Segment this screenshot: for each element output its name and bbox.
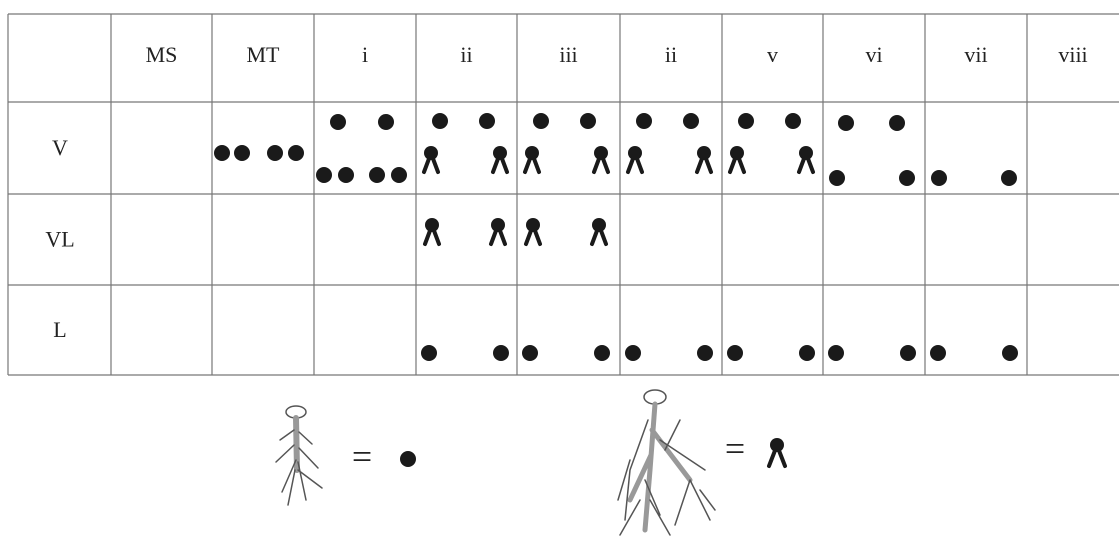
root-legs: [422, 154, 440, 174]
root-symbol: [491, 146, 509, 174]
dot-symbol: [594, 345, 610, 361]
dot-symbol: [636, 113, 652, 129]
root-head: [491, 218, 505, 232]
root-head: [526, 218, 540, 232]
root-legs: [797, 154, 815, 174]
column-header: v: [767, 42, 778, 67]
dot-symbol: [625, 345, 641, 361]
dot-symbol: [522, 345, 538, 361]
root-head: [425, 218, 439, 232]
legend-equals: =: [352, 436, 372, 476]
root-legs: [626, 154, 644, 174]
dot-symbol: [900, 345, 916, 361]
dot-symbol: [785, 113, 801, 129]
dot-symbol: [899, 170, 915, 186]
root-symbol: [626, 146, 644, 174]
column-header: MS: [146, 42, 178, 67]
root-legs: [590, 226, 608, 246]
dot-symbol: [369, 167, 385, 183]
legend-equals: =: [725, 428, 745, 468]
dot-symbol: [214, 145, 230, 161]
dot-symbol: [316, 167, 332, 183]
column-header: iii: [559, 42, 577, 67]
dot-symbol: [479, 113, 495, 129]
row-label: V: [52, 135, 68, 160]
root-head: [424, 146, 438, 160]
column-header: vi: [865, 42, 882, 67]
dot-symbol: [1001, 170, 1017, 186]
root-head: [730, 146, 744, 160]
dot-symbol: [828, 345, 844, 361]
dot-symbol: [378, 114, 394, 130]
root-simple-icon: [275, 405, 323, 506]
root-symbol: [592, 146, 610, 174]
row-label: L: [53, 317, 66, 342]
legend-dot: [400, 451, 416, 467]
root-symbol: [728, 146, 746, 174]
root-symbol: [524, 218, 542, 246]
dot-symbol: [391, 167, 407, 183]
dot-symbol: [727, 345, 743, 361]
root-legs: [695, 154, 713, 174]
dot-symbol: [829, 170, 845, 186]
root-head: [697, 146, 711, 160]
root-head: [525, 146, 539, 160]
dot-symbol: [683, 113, 699, 129]
legend-root-symbol: [767, 438, 787, 468]
root-legs: [523, 154, 541, 174]
dot-symbol: [930, 345, 946, 361]
dot-symbol: [421, 345, 437, 361]
dot-symbol: [580, 113, 596, 129]
root-head: [799, 146, 813, 160]
dot-symbol: [234, 145, 250, 161]
dot-symbol: [533, 113, 549, 129]
root-symbol: [695, 146, 713, 174]
dot-symbol: [838, 115, 854, 131]
legend: = =: [275, 389, 787, 536]
root-symbol: [489, 218, 507, 246]
dot-symbol: [931, 170, 947, 186]
column-header: ii: [665, 42, 677, 67]
dot-symbol: [432, 113, 448, 129]
dot-symbol: [697, 345, 713, 361]
root-head: [592, 218, 606, 232]
dot-symbol: [1002, 345, 1018, 361]
root-legs: [489, 226, 507, 246]
dot-symbol: [493, 345, 509, 361]
root-legs: [423, 226, 441, 246]
table-grid: [7, 13, 1119, 376]
column-header: ii: [460, 42, 472, 67]
root-legs: [524, 226, 542, 246]
root-branched-icon: [617, 389, 716, 536]
column-header: viii: [1058, 42, 1087, 67]
root-head: [493, 146, 507, 160]
row-label: VL: [45, 227, 74, 252]
root-symbol: [590, 218, 608, 246]
dot-symbol: [330, 114, 346, 130]
root-symbol: [422, 146, 440, 174]
column-header: i: [362, 42, 368, 67]
root-symbol: [523, 146, 541, 174]
column-header: MT: [247, 42, 281, 67]
dot-symbol: [267, 145, 283, 161]
root-head: [594, 146, 608, 160]
dot-symbol: [799, 345, 815, 361]
root-symbol: [423, 218, 441, 246]
dot-symbol: [288, 145, 304, 161]
column-header: vii: [964, 42, 987, 67]
cell-symbols: [214, 113, 1018, 361]
dot-symbol: [889, 115, 905, 131]
dot-symbol: [738, 113, 754, 129]
root-head: [628, 146, 642, 160]
root-legs: [592, 154, 610, 174]
dot-symbol: [338, 167, 354, 183]
root-symbol: [797, 146, 815, 174]
root-legs: [491, 154, 509, 174]
root-legs: [728, 154, 746, 174]
